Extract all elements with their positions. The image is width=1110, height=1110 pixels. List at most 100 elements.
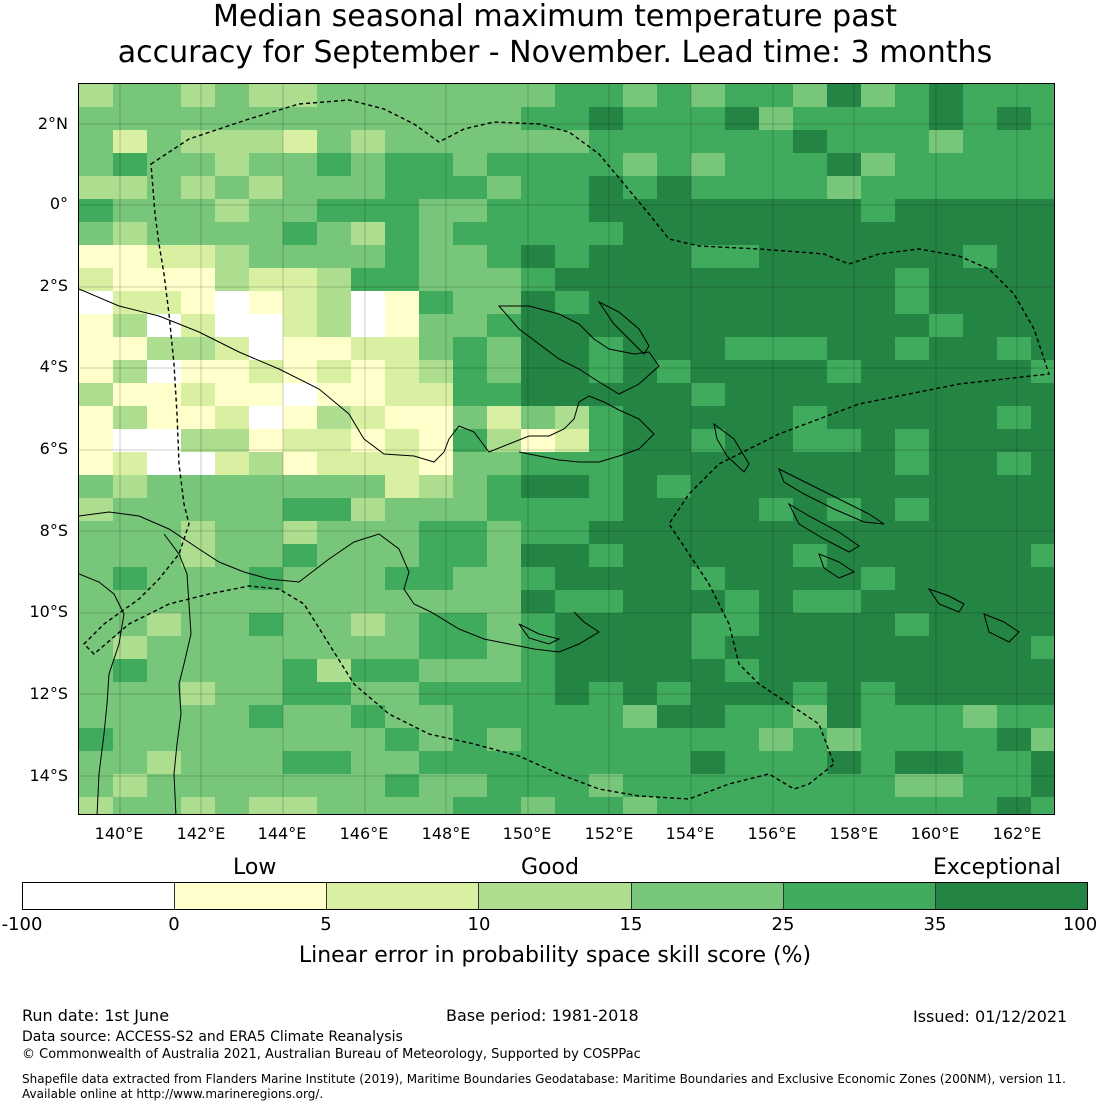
skill-cell <box>793 383 828 407</box>
colorbar-category-good: Good <box>521 855 579 880</box>
skill-cell <box>215 199 250 223</box>
papuan-peninsula-coast <box>518 409 655 463</box>
colorbar-category-low: Low <box>233 855 277 880</box>
skill-cell <box>419 613 454 637</box>
skill-cell <box>725 314 760 338</box>
skill-cell <box>725 222 760 246</box>
skill-cell <box>351 521 386 545</box>
skill-cell <box>181 682 216 706</box>
skill-cell <box>283 153 318 177</box>
skill-cell <box>351 544 386 568</box>
skill-cell <box>555 774 590 798</box>
skill-cell <box>895 613 930 637</box>
skill-cell <box>929 337 964 361</box>
skill-cell <box>691 590 726 614</box>
skill-cell <box>351 383 386 407</box>
skill-cell <box>113 222 148 246</box>
skill-cell <box>589 153 624 177</box>
skill-cell <box>929 613 964 637</box>
skill-cell <box>419 636 454 660</box>
skill-cell <box>79 475 114 499</box>
skill-cell <box>181 268 216 292</box>
skill-cell <box>351 176 386 200</box>
skill-cell <box>623 613 658 637</box>
skill-cell <box>555 636 590 660</box>
skill-cell <box>283 84 318 108</box>
skill-cell <box>623 360 658 384</box>
skill-cell <box>691 130 726 154</box>
skill-cell <box>351 360 386 384</box>
skill-cell <box>793 268 828 292</box>
skill-cell <box>657 751 692 775</box>
skill-cell <box>997 107 1032 131</box>
lat-label: 4°S <box>39 357 68 376</box>
skill-cell <box>963 567 998 591</box>
skill-cell <box>181 659 216 683</box>
skill-cell <box>249 176 284 200</box>
skill-cell <box>1031 728 1054 752</box>
skill-cell <box>793 659 828 683</box>
skill-cell <box>623 728 658 752</box>
skill-cell <box>623 498 658 522</box>
skill-cell <box>623 774 658 798</box>
solomon-islands-coast-3 <box>818 553 856 579</box>
skill-cell <box>385 567 420 591</box>
skill-cell <box>521 107 556 131</box>
skill-cell <box>113 291 148 315</box>
skill-cell <box>249 544 284 568</box>
skill-cell <box>487 682 522 706</box>
skill-cell <box>759 176 794 200</box>
skill-cell <box>929 199 964 223</box>
skill-cell <box>963 613 998 637</box>
skill-cell <box>929 751 964 775</box>
skill-cell <box>385 636 420 660</box>
skill-cell <box>215 751 250 775</box>
skill-cell <box>79 291 114 315</box>
skill-cell <box>997 774 1032 798</box>
skill-cell <box>929 728 964 752</box>
skill-cell <box>147 751 182 775</box>
skill-cell <box>929 521 964 545</box>
skill-cell <box>589 222 624 246</box>
skill-cell <box>1031 176 1054 200</box>
skill-cell <box>793 567 828 591</box>
skill-cell <box>181 222 216 246</box>
skill-cell <box>487 590 522 614</box>
skill-cell <box>861 199 896 223</box>
skill-cell <box>1031 544 1054 568</box>
colorbar-tick: 35 <box>923 914 947 935</box>
skill-cell <box>623 337 658 361</box>
skill-cell <box>555 222 590 246</box>
skill-cell <box>317 682 352 706</box>
skill-cell <box>623 153 658 177</box>
skill-cell <box>249 383 284 407</box>
skill-cell <box>623 245 658 269</box>
skill-cell <box>215 498 250 522</box>
skill-cell <box>79 682 114 706</box>
skill-cell <box>385 590 420 614</box>
lon-label: 158°E <box>829 824 879 843</box>
skill-cell <box>181 245 216 269</box>
skill-cell <box>759 544 794 568</box>
skill-cell <box>249 636 284 660</box>
skill-cell <box>997 751 1032 775</box>
skill-cell <box>691 383 726 407</box>
skill-cell <box>453 590 488 614</box>
skill-cell <box>317 774 352 798</box>
skill-cell <box>555 199 590 223</box>
skill-cell <box>827 153 862 177</box>
map-canvas <box>79 84 1054 814</box>
skill-cell <box>453 636 488 660</box>
skill-cell <box>623 544 658 568</box>
lat-label: 12°S <box>29 684 68 703</box>
colorbar-label: Linear error in probability space skill … <box>298 943 812 968</box>
skill-cell <box>283 475 318 499</box>
skill-cell <box>657 498 692 522</box>
skill-cell <box>181 360 216 384</box>
skill-cell <box>861 774 896 798</box>
skill-cell <box>1031 590 1054 614</box>
skill-cell <box>181 521 216 545</box>
skill-cell <box>691 544 726 568</box>
skill-cell <box>589 728 624 752</box>
skill-cell <box>725 567 760 591</box>
